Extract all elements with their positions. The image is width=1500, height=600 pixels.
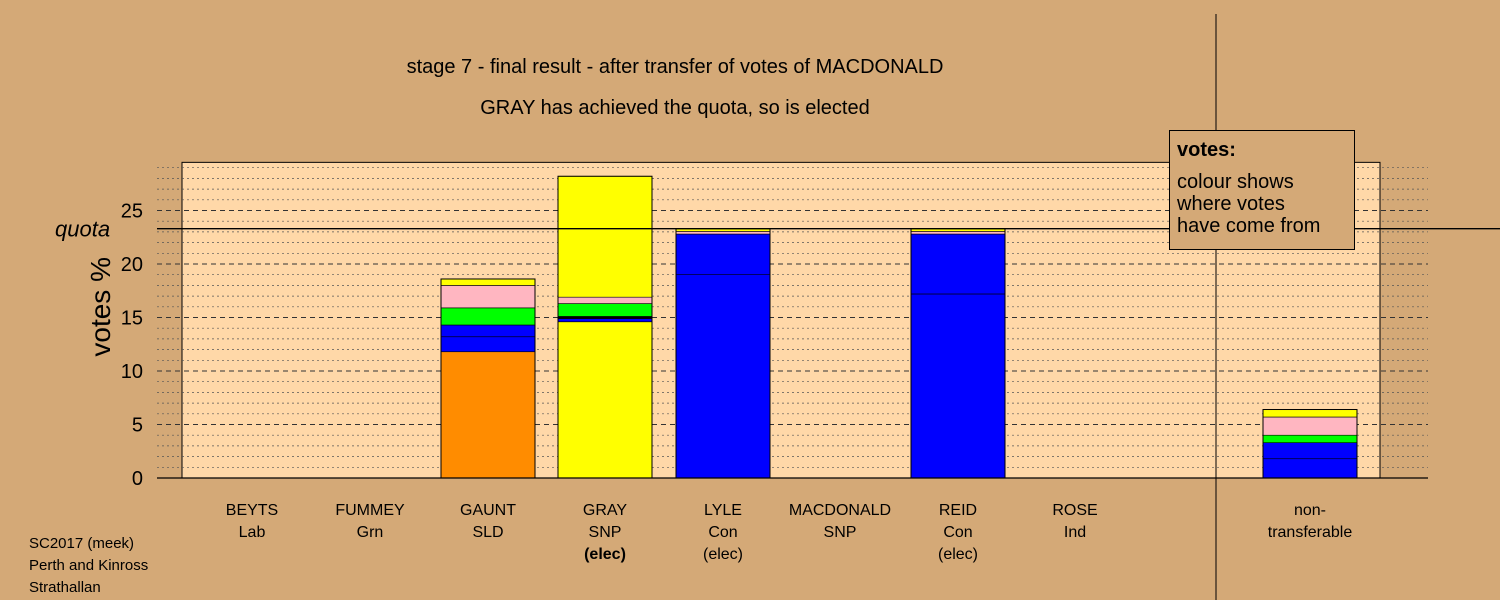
y-tick-label: 15 xyxy=(121,308,143,330)
candidate-label: GRAY SNP (elec) xyxy=(545,500,665,566)
legend-heading: votes: xyxy=(1177,139,1236,161)
candidate-name: GAUNT xyxy=(460,502,516,519)
legend-line: where votes xyxy=(1177,193,1285,215)
candidate-party: SLD xyxy=(472,524,504,541)
bar-segment xyxy=(1262,442,1358,460)
candidate-label: GAUNT SLD xyxy=(428,500,548,544)
bar-segment xyxy=(675,233,771,275)
bar-segment xyxy=(1262,434,1358,443)
legend-box: votes: colour shows where votes have com… xyxy=(1169,130,1355,250)
y-tick-label: 25 xyxy=(121,201,143,223)
bar-segment xyxy=(557,321,653,479)
candidate-status: (elec) xyxy=(937,546,978,563)
y-axis-label: votes % xyxy=(85,257,116,357)
nontransferable-label: non- xyxy=(1293,502,1327,519)
bar-segment xyxy=(557,296,653,304)
candidate-party: SNP xyxy=(588,524,622,541)
bar-segment xyxy=(910,231,1006,235)
legend-line: have come from xyxy=(1177,215,1321,237)
bar-segment xyxy=(675,274,771,479)
candidate-party: Lab xyxy=(238,524,266,541)
candidate-name: FUMMEY xyxy=(335,502,405,519)
candidate-label: REID Con (elec) xyxy=(898,500,1018,566)
candidate-party: Grn xyxy=(356,524,384,541)
bar-segment xyxy=(910,233,1006,295)
footer-info: SC2017 (meek) Perth and Kinross Strathal… xyxy=(29,533,148,599)
bar-segment xyxy=(557,318,653,323)
footer-council: Perth and Kinross xyxy=(29,557,149,574)
candidate-status: (elec) xyxy=(584,546,626,563)
legend-line: colour shows xyxy=(1177,171,1294,193)
candidate-label: ROSE Ind xyxy=(1015,500,1135,544)
bar-segment xyxy=(440,285,536,309)
bar-segment xyxy=(1262,409,1358,418)
bar-segment xyxy=(440,278,536,286)
candidate-name: REID xyxy=(938,502,978,519)
candidate-party: Ind xyxy=(1063,524,1087,541)
bar-segment xyxy=(440,307,536,326)
candidate-name: LYLE xyxy=(704,502,742,519)
bar-segment xyxy=(440,336,536,353)
candidate-label: FUMMEY Grn xyxy=(310,500,430,544)
bar-segment xyxy=(440,351,536,479)
footer-ward: Strathallan xyxy=(29,579,101,596)
candidate-party: SNP xyxy=(823,524,857,541)
candidate-party: Con xyxy=(943,524,973,541)
candidate-label: BEYTS Lab xyxy=(192,500,312,544)
nontransferable-label: transferable xyxy=(1267,524,1353,541)
candidate-status: (elec) xyxy=(702,546,743,563)
bar-segment xyxy=(557,303,653,317)
candidate-label: MACDONALD SNP xyxy=(780,500,900,544)
bar-segment xyxy=(910,293,1006,479)
bar-segment xyxy=(675,231,771,235)
candidate-name: BEYTS xyxy=(225,502,279,519)
y-tick-label: 0 xyxy=(132,468,143,490)
candidate-name: GRAY xyxy=(582,502,628,519)
footer-election: SC2017 (meek) xyxy=(29,535,135,552)
bar-segment xyxy=(1262,458,1358,479)
bar-segment xyxy=(557,316,653,319)
bar-segment xyxy=(440,324,536,338)
candidate-name: MACDONALD xyxy=(788,502,892,519)
candidate-party: Con xyxy=(708,524,738,541)
candidate-name: ROSE xyxy=(1052,502,1098,519)
bar-segment xyxy=(1262,416,1358,436)
nontransferable-column-label: non-transferable xyxy=(1250,500,1370,544)
y-tick-label: 20 xyxy=(121,254,143,276)
candidate-label: LYLE Con (elec) xyxy=(663,500,783,566)
chart-subtitle: GRAY has achieved the quota, so is elect… xyxy=(480,97,870,119)
quota-label: quota xyxy=(55,217,110,242)
bar-segment xyxy=(557,175,653,298)
chart-title: stage 7 - final result - after transfer … xyxy=(406,56,944,78)
y-tick-label: 10 xyxy=(121,361,143,383)
y-tick-label: 5 xyxy=(132,415,143,437)
